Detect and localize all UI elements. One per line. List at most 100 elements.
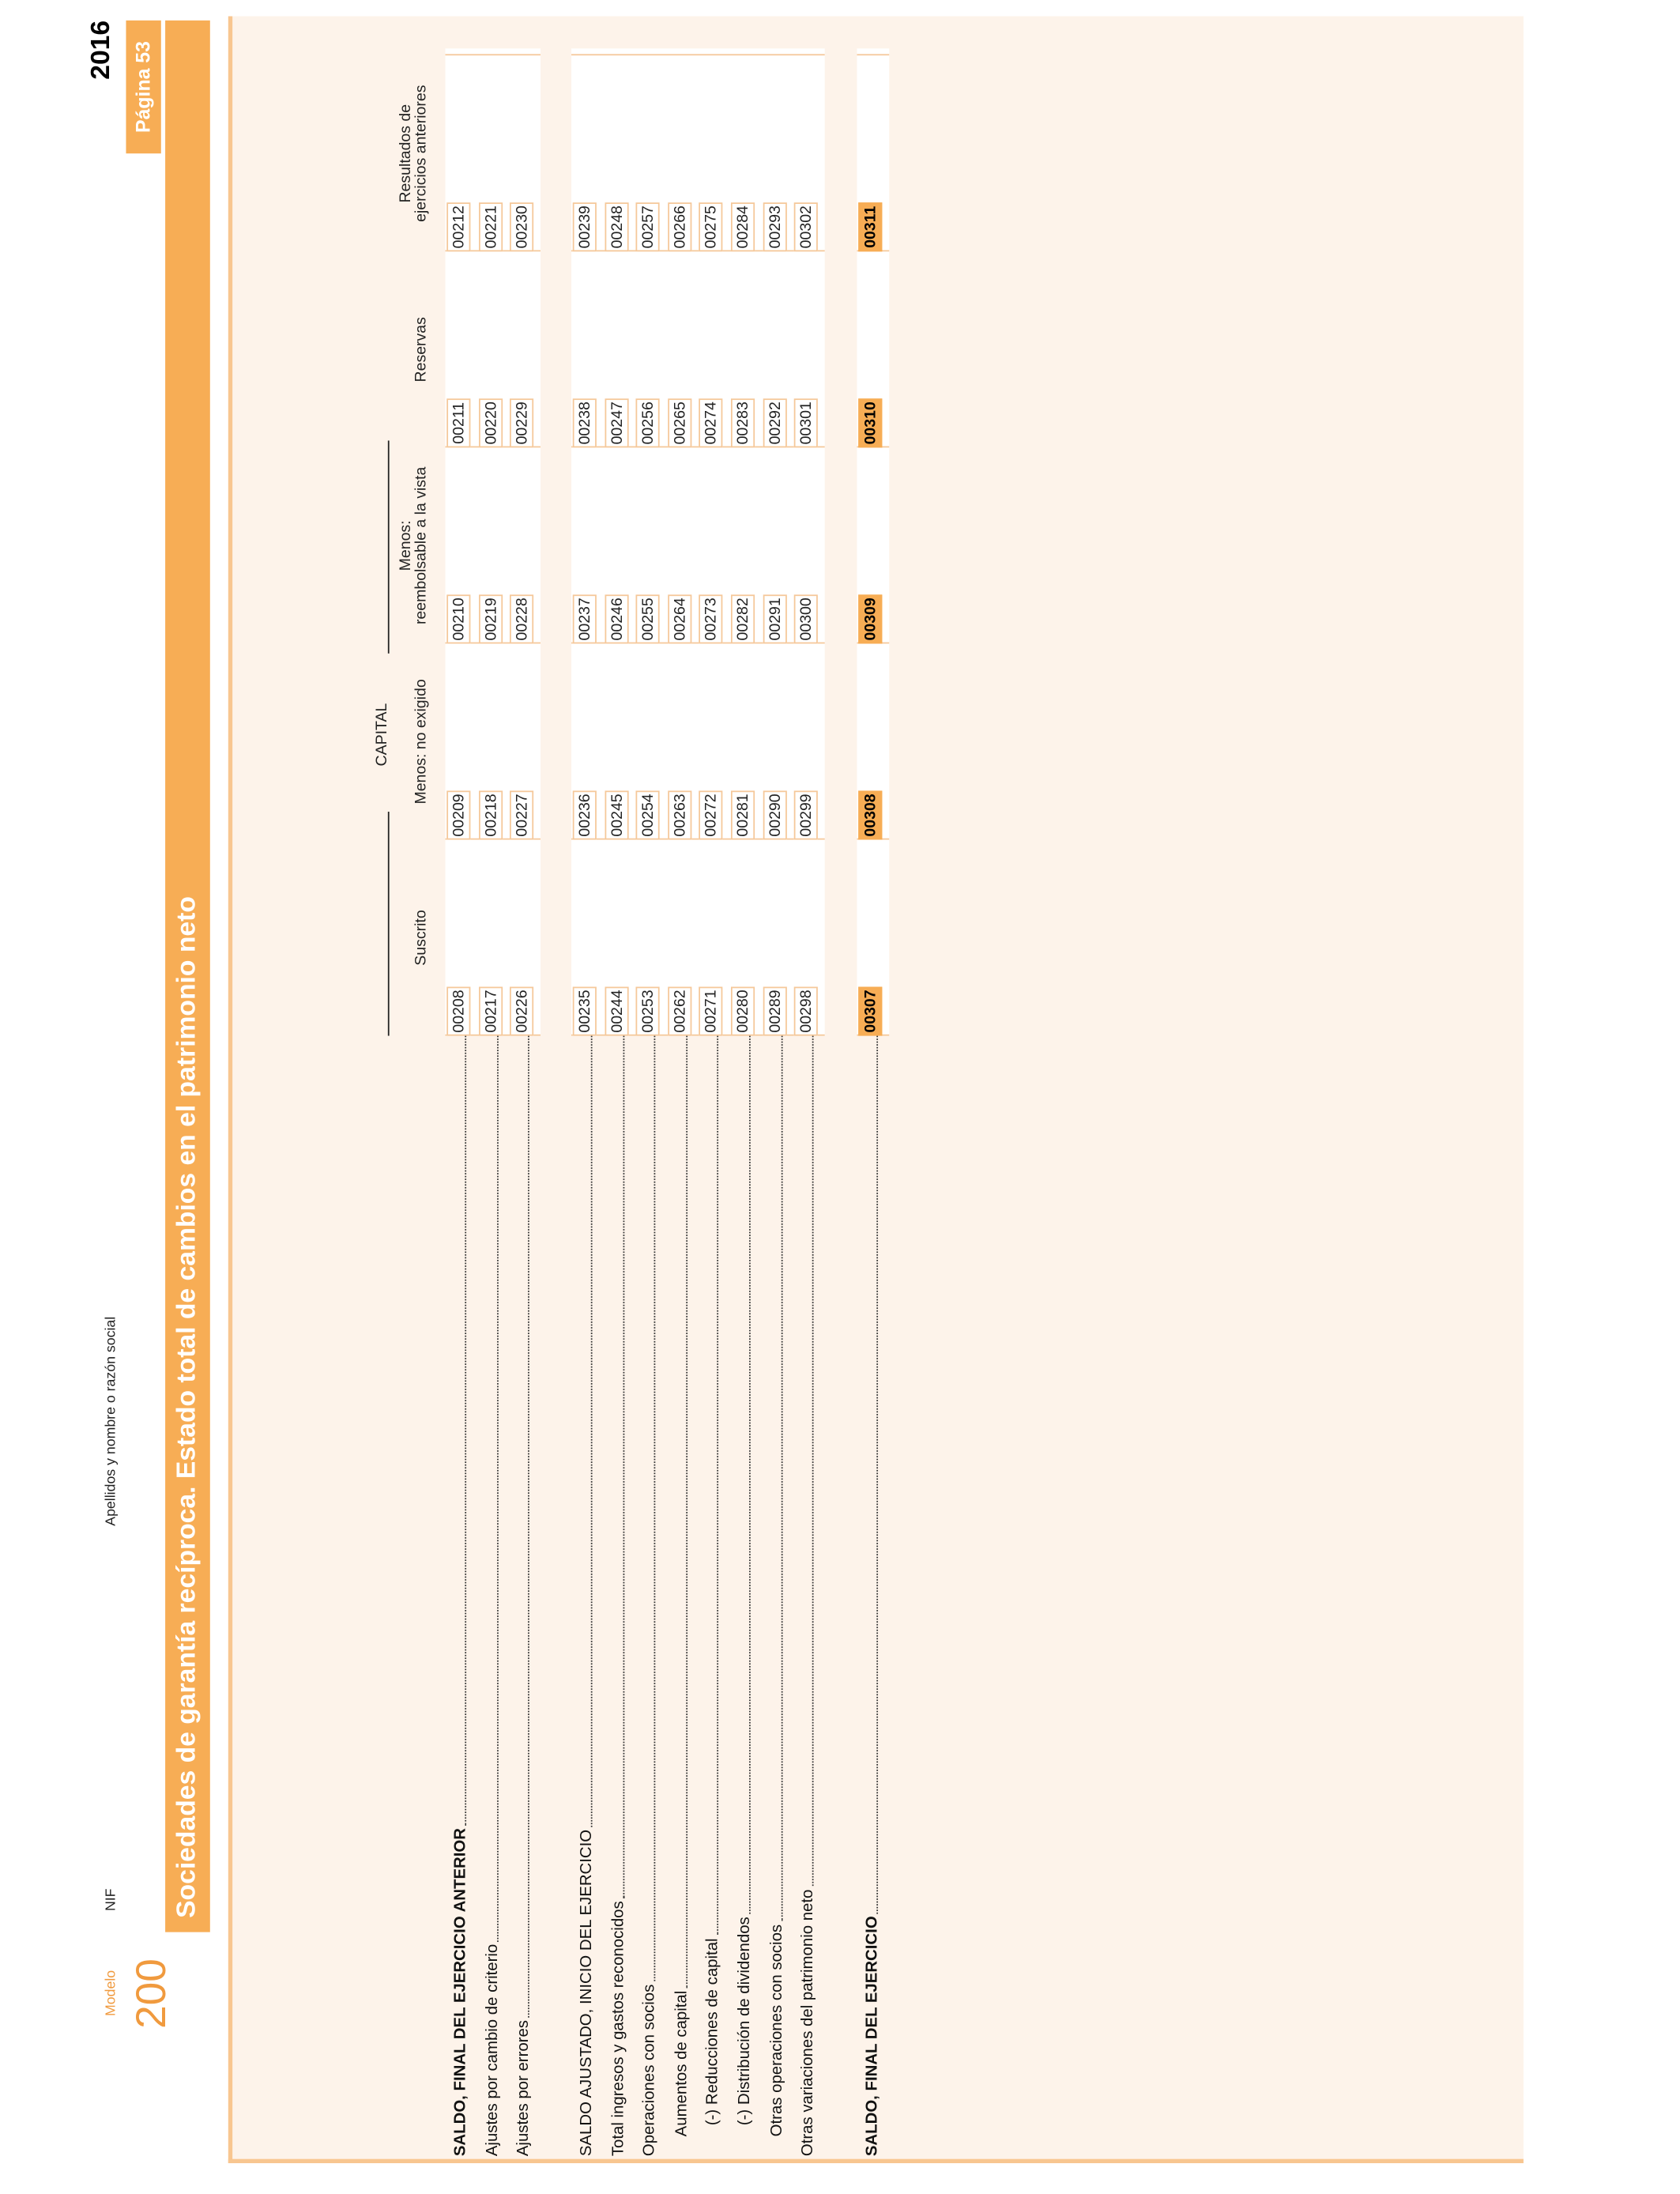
field-code: 00308 <box>858 790 883 840</box>
field-input[interactable] <box>794 841 818 986</box>
field-input[interactable] <box>605 449 628 594</box>
field-code: 00262 <box>667 986 692 1036</box>
field-input[interactable] <box>510 253 533 398</box>
field-code: 00227 <box>510 790 534 840</box>
field-input[interactable] <box>573 57 597 202</box>
field-input[interactable] <box>763 57 786 202</box>
field-input[interactable] <box>636 841 660 986</box>
field-input[interactable] <box>731 57 755 202</box>
row-label: Operaciones con socios <box>635 1035 662 2156</box>
group-rule <box>387 812 390 1036</box>
field-input[interactable] <box>605 57 628 202</box>
field-input[interactable] <box>763 645 786 790</box>
column-rule <box>571 54 825 56</box>
field-code: 00264 <box>667 594 692 644</box>
field-input[interactable] <box>731 253 755 398</box>
dot-leader <box>749 1035 751 1914</box>
field-input[interactable] <box>446 253 470 398</box>
field-input[interactable] <box>668 253 691 398</box>
field-input[interactable] <box>763 449 786 594</box>
field-code: 00275 <box>699 202 724 252</box>
field-code: 00289 <box>763 986 787 1036</box>
year: 2016 <box>86 20 117 80</box>
field-input[interactable] <box>731 449 755 594</box>
field-input[interactable] <box>794 57 818 202</box>
column-header: Menos: reembolsable a la vista <box>397 447 430 643</box>
field-input[interactable] <box>858 57 882 202</box>
field-input[interactable] <box>858 253 882 398</box>
field-input[interactable] <box>699 449 723 594</box>
field-input[interactable] <box>668 57 691 202</box>
field-input[interactable] <box>858 645 882 790</box>
field-code: 00209 <box>446 790 471 840</box>
field-code: 00263 <box>667 790 692 840</box>
group-rule <box>387 440 390 654</box>
nif-input[interactable] <box>122 1540 157 1932</box>
field-code: 00273 <box>699 594 724 644</box>
field-input[interactable] <box>573 645 597 790</box>
field-code: 00299 <box>794 790 819 840</box>
field-input[interactable] <box>699 57 723 202</box>
field-input[interactable] <box>699 645 723 790</box>
dot-leader <box>717 1035 719 1936</box>
field-input[interactable] <box>794 645 818 790</box>
field-code: 00220 <box>478 398 503 448</box>
field-input[interactable] <box>446 645 470 790</box>
field-input[interactable] <box>573 449 597 594</box>
field-code: 00274 <box>699 398 724 448</box>
field-code: 00230 <box>510 202 534 252</box>
field-input[interactable] <box>478 645 502 790</box>
field-input[interactable] <box>794 449 818 594</box>
field-input[interactable] <box>858 841 882 986</box>
field-code: 00247 <box>604 398 628 448</box>
field-input[interactable] <box>636 57 660 202</box>
column-rule <box>857 54 889 56</box>
field-input[interactable] <box>668 645 691 790</box>
field-input[interactable] <box>636 645 660 790</box>
row-label-text: SALDO, FINAL DEL EJERCICIO ANTERIOR <box>452 1828 469 2157</box>
field-input[interactable] <box>699 253 723 398</box>
field-input[interactable] <box>668 841 691 986</box>
field-code: 00246 <box>604 594 628 644</box>
field-input[interactable] <box>731 841 755 986</box>
column-header-line: Resultados de <box>397 104 415 203</box>
field-input[interactable] <box>605 253 628 398</box>
column-header-line: Menos: <box>397 520 415 571</box>
field-input[interactable] <box>605 841 628 986</box>
field-input[interactable] <box>510 841 533 986</box>
field-input[interactable] <box>636 253 660 398</box>
field-input[interactable] <box>478 449 502 594</box>
field-input[interactable] <box>478 57 502 202</box>
row-label: SALDO AJUSTADO, INICIO DEL EJERCICIO <box>571 1035 599 2156</box>
field-input[interactable] <box>510 645 533 790</box>
field-input[interactable] <box>858 449 882 594</box>
dot-leader <box>590 1035 593 1827</box>
field-code: 00298 <box>794 986 819 1036</box>
field-input[interactable] <box>446 449 470 594</box>
field-input[interactable] <box>510 449 533 594</box>
row-label: Ajustes por errores <box>509 1035 537 2156</box>
field-input[interactable] <box>573 841 597 986</box>
field-input[interactable] <box>446 841 470 986</box>
field-code: 00307 <box>858 986 883 1036</box>
field-input[interactable] <box>446 57 470 202</box>
field-code: 00239 <box>572 202 597 252</box>
column-header-line: ejercicios anteriores <box>412 85 431 222</box>
field-code: 00265 <box>667 398 692 448</box>
field-input[interactable] <box>605 645 628 790</box>
dot-leader <box>465 1035 467 1826</box>
field-input[interactable] <box>763 253 786 398</box>
field-input[interactable] <box>763 841 786 986</box>
field-input[interactable] <box>636 449 660 594</box>
field-input[interactable] <box>573 253 597 398</box>
field-input[interactable] <box>794 253 818 398</box>
field-code: 00218 <box>478 790 503 840</box>
field-input[interactable] <box>668 449 691 594</box>
field-input[interactable] <box>478 253 502 398</box>
field-input[interactable] <box>699 841 723 986</box>
name-input[interactable] <box>122 188 157 1526</box>
field-input[interactable] <box>478 841 502 986</box>
row-label: Aumentos de capital <box>666 1035 694 2157</box>
field-input[interactable] <box>510 57 533 202</box>
field-input[interactable] <box>731 645 755 790</box>
